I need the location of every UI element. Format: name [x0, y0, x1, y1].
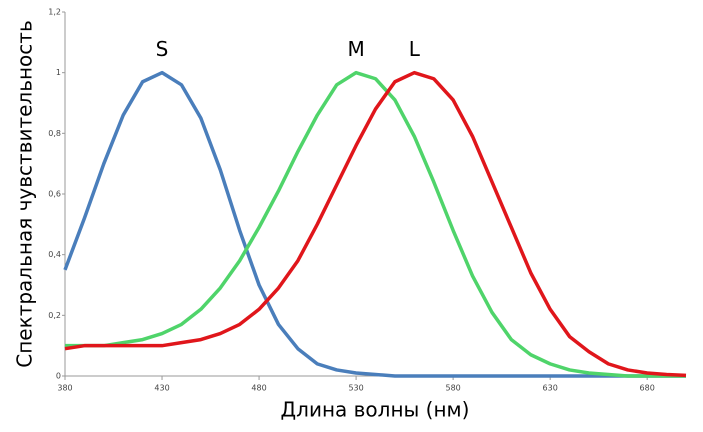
- y-tick-label: 0,8: [48, 129, 61, 138]
- y-tick-label: 0,2: [48, 311, 61, 320]
- series-label: S: [156, 37, 169, 61]
- x-tick-label: 380: [57, 384, 72, 393]
- y-tick-label: 0: [56, 372, 61, 381]
- x-tick-label: 580: [445, 384, 460, 393]
- y-tick-label: 0,6: [48, 190, 61, 199]
- x-tick-label: 530: [348, 384, 363, 393]
- x-axis-title: Длина волны (нм): [281, 398, 470, 422]
- series-label: M: [347, 37, 364, 61]
- series-line: [64, 70, 687, 378]
- x-tick-label: 680: [640, 384, 655, 393]
- x-tick-label: 630: [543, 384, 558, 393]
- x-tick-label: 430: [154, 384, 169, 393]
- x-tick-label: 480: [251, 384, 266, 393]
- series-line: [65, 70, 686, 378]
- y-tick-label: 0,4: [48, 250, 61, 259]
- series-line: [63, 70, 686, 378]
- y-tick-label: 1: [56, 68, 61, 77]
- y-tick-label: 1,2: [48, 8, 61, 17]
- series-label: L: [409, 37, 421, 61]
- y-axis-title: Спектральная чувствительность: [13, 20, 37, 367]
